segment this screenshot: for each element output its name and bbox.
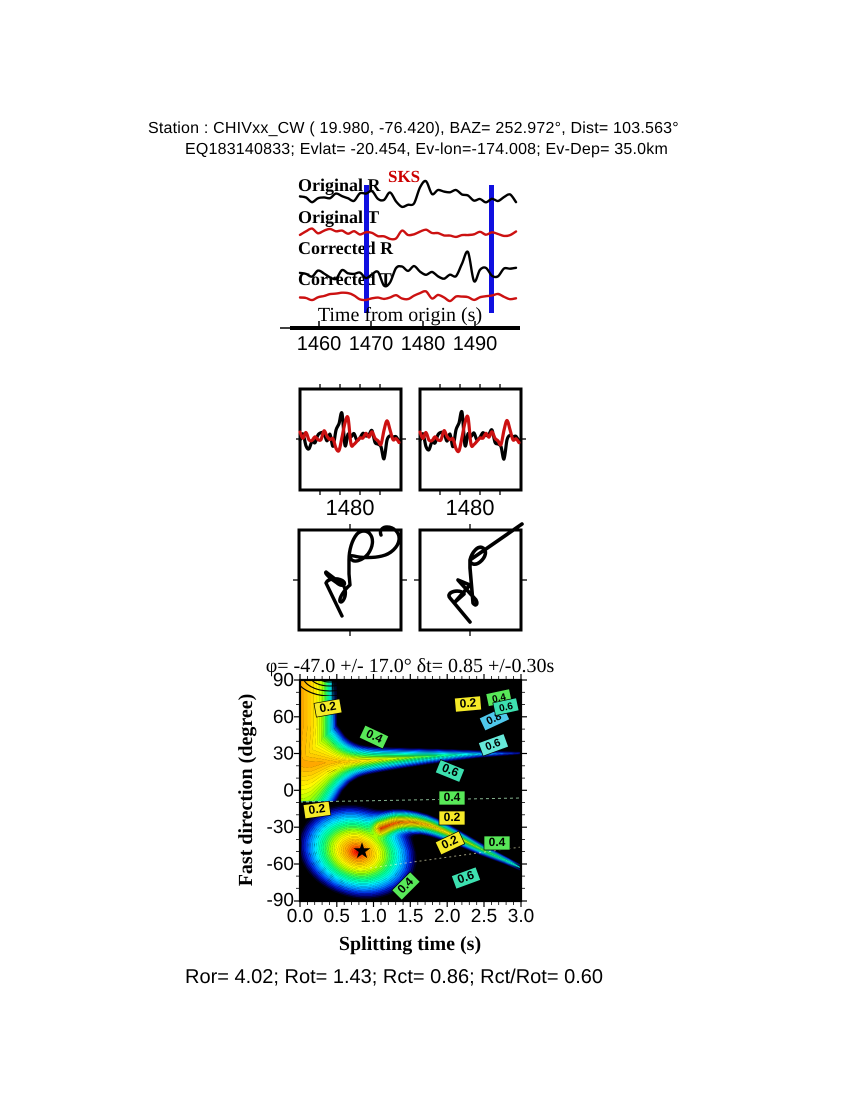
svg-text:-30: -30 <box>267 817 294 838</box>
svg-text:90: 90 <box>273 670 294 691</box>
svg-text:SKS: SKS <box>388 167 420 186</box>
svg-text:2.0: 2.0 <box>434 906 460 927</box>
svg-text:1480: 1480 <box>401 333 446 355</box>
svg-text:-60: -60 <box>267 854 294 875</box>
svg-text:0.5: 0.5 <box>324 906 350 927</box>
svg-text:1490: 1490 <box>453 333 498 355</box>
svg-text:0.4: 0.4 <box>489 835 506 849</box>
svg-text:1470: 1470 <box>349 333 394 355</box>
svg-text:0.2: 0.2 <box>444 810 461 824</box>
svg-text:Corrected R: Corrected R <box>298 238 394 258</box>
svg-text:0.2: 0.2 <box>318 699 337 716</box>
svg-text:3.0: 3.0 <box>508 906 534 927</box>
svg-text:★: ★ <box>352 838 372 863</box>
svg-text:0.2: 0.2 <box>308 801 327 817</box>
svg-text:1.0: 1.0 <box>360 906 386 927</box>
svg-text:1460: 1460 <box>297 333 342 355</box>
svg-text:0.2: 0.2 <box>459 695 477 710</box>
svg-text:Splitting time (s): Splitting time (s) <box>339 933 481 955</box>
svg-text:-90: -90 <box>267 890 294 911</box>
svg-text:φ= -47.0 +/- 17.0° δt= 0.85 +/: φ= -47.0 +/- 17.0° δt= 0.85 +/-0.30s <box>266 655 555 677</box>
svg-text:30: 30 <box>273 744 294 765</box>
svg-text:1480: 1480 <box>326 495 375 520</box>
svg-text:60: 60 <box>273 707 294 728</box>
svg-text:2.5: 2.5 <box>471 906 497 927</box>
svg-text:1480: 1480 <box>446 495 495 520</box>
svg-text:Fast direction (degree): Fast direction (degree) <box>235 694 257 887</box>
svg-text:Ror= 4.02; Rot= 1.43; Rct= 0.8: Ror= 4.02; Rot= 1.43; Rct= 0.86; Rct/Rot… <box>185 966 603 988</box>
svg-text:0.4: 0.4 <box>444 790 461 804</box>
svg-text:1.5: 1.5 <box>397 906 423 927</box>
svg-text:0: 0 <box>283 780 294 801</box>
svg-text:Time from origin (s): Time from origin (s) <box>318 304 482 326</box>
